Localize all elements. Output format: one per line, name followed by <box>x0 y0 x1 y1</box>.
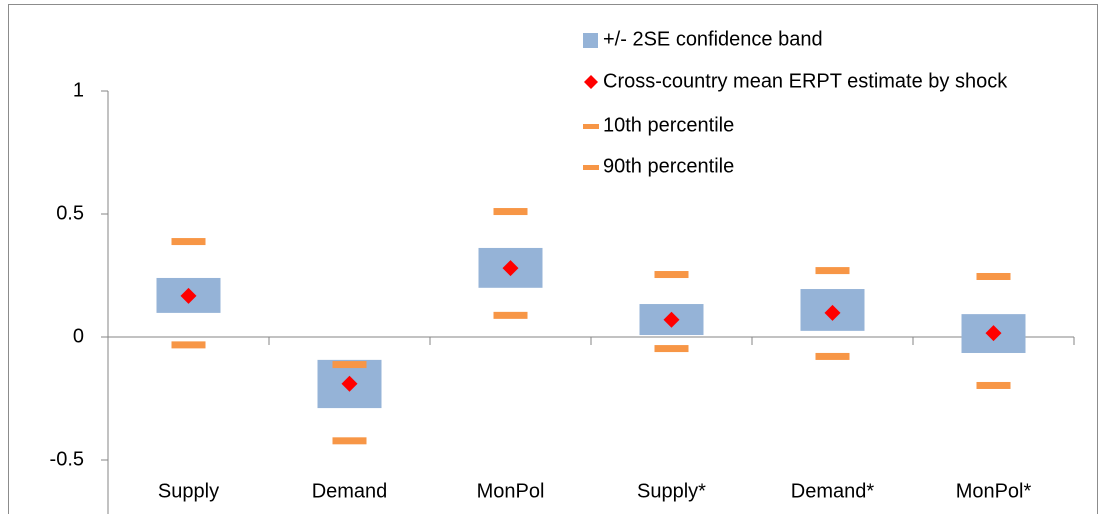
mean-marker <box>824 304 841 321</box>
mean-marker <box>985 325 1002 342</box>
legend-swatch <box>583 124 599 129</box>
percentile-marker <box>976 272 1011 280</box>
percentile-marker <box>493 311 528 319</box>
legend-swatch <box>583 165 599 170</box>
y-tick-label: -0.5 <box>50 448 84 470</box>
mean-marker <box>502 260 519 277</box>
x-tick-label: Demand <box>312 480 388 502</box>
percentile-marker <box>654 271 689 279</box>
percentile-marker <box>493 208 528 216</box>
legend-label: +/- 2SE confidence band <box>603 28 823 50</box>
legend-label: Cross-country mean ERPT estimate by shoc… <box>603 70 1008 92</box>
y-tick-label: 1 <box>73 79 84 101</box>
mean-marker <box>663 311 680 328</box>
percentile-marker <box>332 437 367 445</box>
legend-label: 90th percentile <box>603 155 734 177</box>
x-tick-label: MonPol* <box>956 480 1032 502</box>
percentile-marker <box>815 352 850 360</box>
x-tick-label: MonPol <box>477 480 545 502</box>
x-tick-label: Demand* <box>791 480 875 502</box>
legend-swatch <box>583 33 598 48</box>
x-tick-label: Supply* <box>637 480 706 502</box>
legend-label: 10th percentile <box>603 114 734 136</box>
x-tick-label: Supply <box>158 480 219 502</box>
percentile-marker <box>171 238 206 246</box>
mean-marker <box>180 287 197 304</box>
percentile-marker <box>171 341 206 349</box>
percentile-marker <box>815 267 850 275</box>
percentile-marker <box>332 361 367 369</box>
y-tick-label: 0.5 <box>56 202 84 224</box>
percentile-marker <box>654 345 689 353</box>
y-tick-label: 0 <box>73 325 84 347</box>
legend-swatch <box>584 75 598 89</box>
mean-marker <box>341 375 358 392</box>
percentile-marker <box>976 381 1011 389</box>
